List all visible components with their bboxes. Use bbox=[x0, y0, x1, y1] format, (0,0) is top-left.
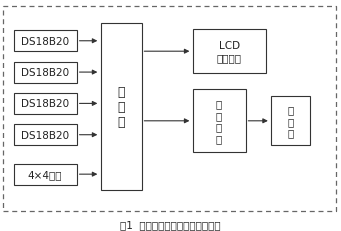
Text: DS18B20: DS18B20 bbox=[21, 36, 69, 47]
Bar bbox=[101, 24, 142, 191]
Text: 单
片
机: 单 片 机 bbox=[117, 86, 125, 129]
Bar bbox=[14, 94, 77, 114]
Text: DS18B20: DS18B20 bbox=[21, 99, 69, 109]
Bar bbox=[14, 62, 77, 83]
Bar bbox=[3, 7, 336, 211]
Bar bbox=[193, 90, 246, 152]
Bar bbox=[271, 97, 310, 146]
Bar bbox=[14, 31, 77, 52]
Text: LCD
显示电路: LCD 显示电路 bbox=[217, 41, 242, 63]
Text: 集
成
功
放: 集 成 功 放 bbox=[216, 99, 222, 144]
Text: DS18B20: DS18B20 bbox=[21, 68, 69, 78]
Bar bbox=[193, 30, 266, 74]
Text: DS18B20: DS18B20 bbox=[21, 130, 69, 140]
Text: 报
警
器: 报 警 器 bbox=[287, 105, 294, 138]
Bar bbox=[14, 164, 77, 185]
Bar bbox=[14, 125, 77, 146]
Text: 4×4键盘: 4×4键盘 bbox=[28, 169, 62, 179]
Text: 图1  智能温度预警系统硬件结构图: 图1 智能温度预警系统硬件结构图 bbox=[120, 219, 221, 229]
